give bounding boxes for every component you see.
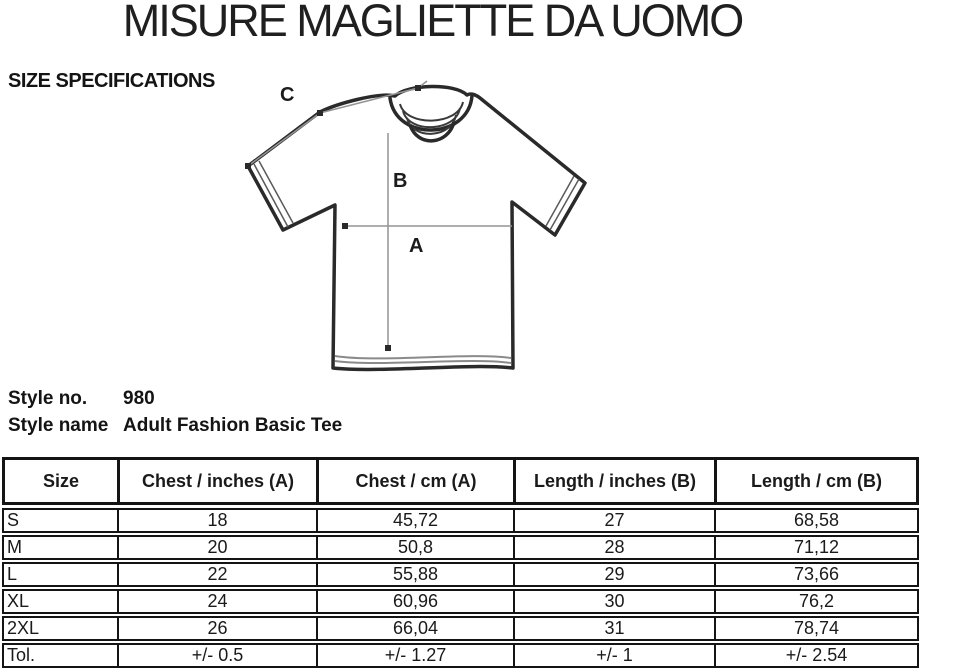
style-name-value: Adult Fashion Basic Tee: [123, 415, 343, 436]
column-header-size: Size: [5, 460, 120, 502]
chest-cm-cell: 50,8: [318, 537, 515, 558]
style-no-value: 980: [123, 388, 155, 409]
length-inches-cell: 27: [515, 510, 716, 531]
chest-inches-cell: 24: [119, 591, 318, 612]
collar-rib-3: [406, 114, 457, 135]
size-specifications-heading: SIZE SPECIFICATIONS: [8, 70, 215, 92]
length-inches-cell: +/- 1: [515, 645, 716, 666]
size-cell: S: [4, 510, 119, 531]
chest-line-marker: [342, 223, 348, 229]
size-cell: XL: [4, 591, 119, 612]
chest-cm-cell: 55,88: [318, 564, 515, 585]
collar-inner: [408, 121, 456, 143]
length-cm-cell: 68,58: [793, 510, 840, 530]
sleeve-line-marker-top: [415, 85, 421, 91]
style-name-label: Style name: [8, 415, 109, 436]
sleeve-line-marker-end: [245, 163, 251, 169]
length-cm-cell: 76,2: [798, 591, 835, 611]
size-cell: M: [4, 537, 119, 558]
diagram-label-chest: A: [409, 235, 424, 257]
style-info: Style no. 980 Style name Adult Fashion B…: [8, 385, 342, 439]
left-cuff-rib: [253, 160, 294, 228]
chest-inches-cell: 18: [119, 510, 318, 531]
sleeve-measure-line: [247, 80, 428, 167]
right-cuff-rib: [545, 175, 580, 231]
length-cm-cell: 73,66: [793, 564, 840, 584]
chest-cm-cell: 45,72: [318, 510, 515, 531]
table-row-tolerance: Tol. +/- 0.5 +/- 1.27 +/- 1 +/- 2.54: [2, 643, 919, 668]
diagram-label-sleeve: C: [280, 84, 295, 106]
size-cell: L: [4, 564, 119, 585]
chest-cm-cell: 66,04: [318, 618, 515, 639]
style-name-row: Style name Adult Fashion Basic Tee: [8, 412, 342, 439]
chest-inches-cell: 26: [119, 618, 318, 639]
tshirt-drawing: [245, 80, 587, 372]
table-row-s: S 18 45,72 27 68,58: [2, 508, 919, 533]
sleeve-line-marker-shoulder: [317, 110, 323, 116]
length-cm-cell: 78,74: [793, 618, 840, 638]
column-header-chest-cm: Chest / cm (A): [319, 460, 516, 502]
table-row-xl: XL 24 60,96 30 76,2: [2, 589, 919, 614]
diagram-label-length: B: [393, 170, 408, 192]
column-header-length-inches: Length / inches (B): [516, 460, 717, 502]
collar-rib-2: [402, 107, 461, 129]
chest-cm-cell: +/- 1.27: [318, 645, 515, 666]
table-row-l: L 22 55,88 29 73,66: [2, 562, 919, 587]
chest-cm-cell: 60,96: [318, 591, 515, 612]
length-line-marker: [385, 345, 391, 351]
length-inches-cell: 29: [515, 564, 716, 585]
style-no-label: Style no.: [8, 388, 88, 409]
chest-inches-cell: 22: [119, 564, 318, 585]
length-inches-cell: 30: [515, 591, 716, 612]
tshirt-outline: [246, 84, 587, 372]
size-cell: 2XL: [4, 618, 119, 639]
column-header-chest-inches: Chest / inches (A): [120, 460, 319, 502]
page-title: MISURE MAGLIETTE DA UOMO: [122, 0, 745, 46]
style-no-row: Style no. 980: [8, 385, 342, 412]
hem-rib: [334, 355, 512, 364]
table-row-2xl: 2XL 26 66,04 31 78,74: [2, 616, 919, 641]
tshirt-measurement-diagram: [230, 80, 650, 380]
length-cm-cell: +/- 2.54: [785, 645, 848, 665]
size-table-header: Size Chest / inches (A) Chest / cm (A) L…: [2, 457, 919, 505]
length-inches-cell: 28: [515, 537, 716, 558]
collar-outer: [388, 94, 474, 132]
length-cm-cell: 71,12: [793, 537, 840, 557]
size-table: Size Chest / inches (A) Chest / cm (A) L…: [2, 457, 919, 668]
length-inches-cell: 31: [515, 618, 716, 639]
size-cell: Tol.: [4, 645, 119, 666]
chest-inches-cell: +/- 0.5: [119, 645, 318, 666]
chest-inches-cell: 20: [119, 537, 318, 558]
table-row-m: M 20 50,8 28 71,12: [2, 535, 919, 560]
column-header-length-cm: Length / cm (B): [751, 470, 882, 491]
